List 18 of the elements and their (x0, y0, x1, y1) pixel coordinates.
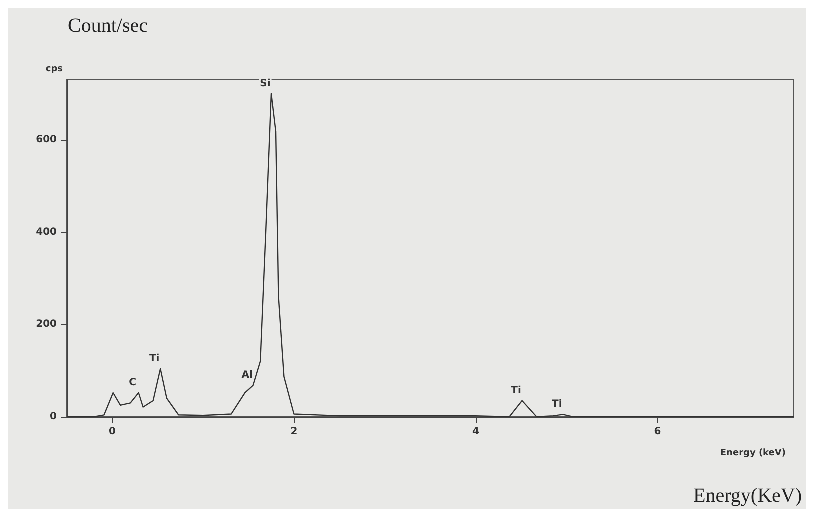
annotation: Si (260, 78, 271, 90)
y-axis-title: cps (46, 64, 63, 74)
y-tick-label: 200 (36, 319, 58, 330)
x-tick-label: 6 (654, 426, 662, 438)
text: Energy(KeV) (694, 485, 802, 507)
x-tick-label: 2 (290, 426, 298, 438)
annotation: C (129, 377, 136, 388)
annotation: Ti (511, 385, 522, 396)
y-tick-label: 600 (36, 134, 58, 146)
annotation: Ti (149, 353, 160, 364)
x-tick-label: 0 (108, 426, 116, 438)
text: Count/sec (68, 15, 148, 37)
x-axis-title: Energy (keV) (720, 448, 786, 458)
x-tick-label: 4 (472, 426, 480, 438)
y-tick-label: 400 (36, 226, 58, 238)
annotation: Al (242, 370, 253, 382)
annotation: Ti (552, 399, 562, 410)
y-tick-label: 0 (50, 412, 58, 422)
